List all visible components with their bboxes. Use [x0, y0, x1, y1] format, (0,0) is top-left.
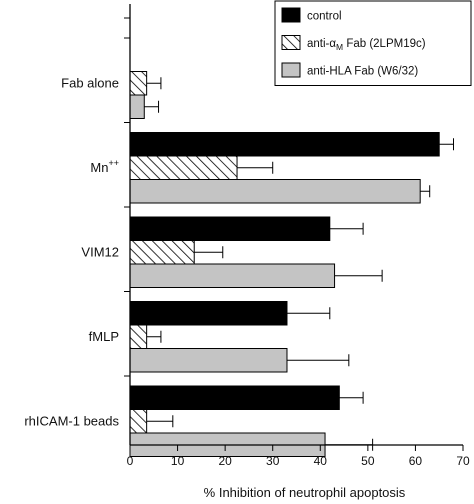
- bar: [129, 409, 148, 434]
- x-tick-label: 40: [314, 454, 328, 468]
- legend-swatch: [281, 62, 301, 78]
- legend-box: [274, 0, 472, 86]
- category-label: VIM12: [81, 244, 119, 259]
- x-tick-label: 60: [409, 454, 423, 468]
- x-tick-label: 0: [127, 454, 134, 468]
- legend-label: anti-HLA Fab (W6/32): [307, 66, 418, 78]
- bar: [129, 324, 148, 349]
- category-label: rhICAM-1 beads: [24, 413, 119, 428]
- legend-swatch: [281, 35, 301, 50]
- legend-label: anti-αM Fab (2LPM19c): [307, 38, 426, 52]
- axes: Fab alone Mn++ VIM12 fMLP rhICAM-1 beads 0 10 2…: [24, 4, 470, 468]
- bar: [129, 240, 195, 265]
- plot-area: [129, 71, 454, 457]
- category-label: Mn++: [90, 158, 119, 175]
- bar: [129, 385, 340, 410]
- x-tick-label: 50: [361, 454, 375, 468]
- legend-label: control: [307, 11, 342, 23]
- legend: control anti-αM Fab (2LPM19c) anti-HLA Fab…: [274, 0, 472, 86]
- x-axis-label: % Inhibition of neutrophil apoptosis: [204, 485, 406, 500]
- x-tick-label: 10: [171, 454, 185, 468]
- bar: [129, 216, 331, 241]
- x-tick-label: 70: [456, 454, 470, 468]
- bar: [129, 301, 288, 326]
- x-tick-label: 30: [266, 454, 280, 468]
- bar: [129, 348, 288, 373]
- x-tick-label: 20: [218, 454, 232, 468]
- legend-swatch: [281, 7, 301, 23]
- bar: [129, 263, 336, 288]
- category-label: Fab alone: [61, 75, 119, 90]
- bar: [129, 71, 148, 96]
- bar: [129, 179, 421, 204]
- bar: [129, 132, 440, 157]
- bar: [129, 94, 145, 119]
- category-label: fMLP: [89, 329, 119, 344]
- bar: [129, 155, 238, 180]
